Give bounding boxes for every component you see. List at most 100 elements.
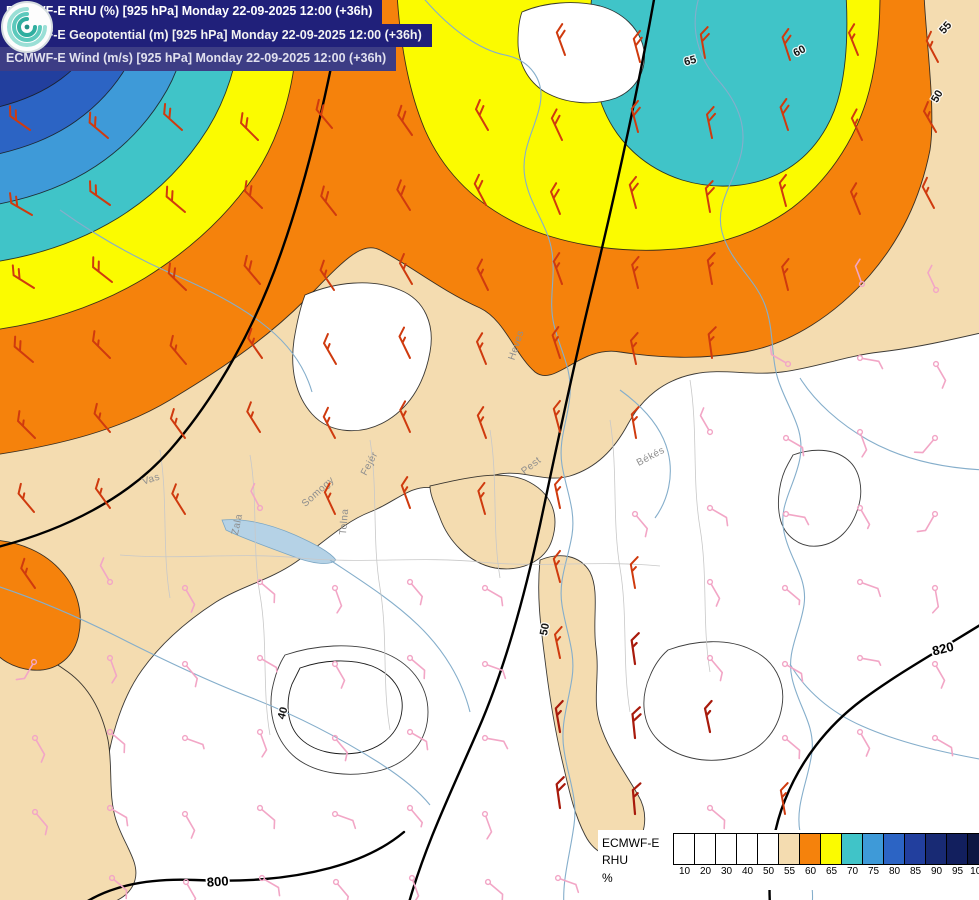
legend-cell: 20 xyxy=(694,833,716,877)
wind-barb xyxy=(913,434,939,454)
wind-barb xyxy=(319,259,335,291)
wind-station-circle xyxy=(31,808,39,816)
wind-barb xyxy=(182,878,197,900)
wind-station-circle xyxy=(931,510,939,518)
wind-barb xyxy=(931,734,954,757)
wind-barb-staff xyxy=(850,182,861,215)
wind-barb xyxy=(181,660,199,688)
legend-value: 80 xyxy=(888,866,901,877)
wind-barb-staff xyxy=(35,739,46,763)
wind-barb xyxy=(781,660,804,683)
wind-station-circle xyxy=(706,654,714,662)
legend-cell: 90 xyxy=(925,833,947,877)
wind-barb xyxy=(171,483,186,515)
admin-border xyxy=(609,419,631,713)
wind-barb-layer xyxy=(9,23,954,900)
river-maros xyxy=(789,663,979,760)
wind-station-circle xyxy=(481,810,489,818)
wind-barb-staff xyxy=(559,878,580,894)
wind-station-circle xyxy=(331,810,339,818)
legend-swatch xyxy=(946,833,968,865)
wind-station-circle xyxy=(856,728,864,736)
wind-barb xyxy=(782,510,810,526)
wind-barb-staff xyxy=(916,515,935,533)
wind-barb xyxy=(932,360,947,389)
wind-barb-staff xyxy=(410,583,424,606)
wind-barb xyxy=(484,878,504,900)
river-sio xyxy=(329,559,471,713)
legend-cell: 60 xyxy=(799,833,821,877)
wind-barb-staff xyxy=(552,399,561,433)
legend-cell: 30 xyxy=(715,833,737,877)
wind-barb xyxy=(31,808,49,836)
wind-barb xyxy=(332,878,350,900)
river-drava xyxy=(0,586,431,806)
wind-barb xyxy=(916,510,939,533)
wind-barb-staff xyxy=(631,782,642,816)
logo-spiral-mid xyxy=(12,12,42,42)
wind-station-circle xyxy=(256,804,264,812)
wind-station-circle xyxy=(856,578,864,586)
wind-barb-staff xyxy=(261,582,276,604)
wind-station-circle xyxy=(931,734,939,742)
wind-barb xyxy=(630,632,640,666)
wind-barb xyxy=(322,406,336,439)
wind-barb-staff xyxy=(552,549,561,583)
county-label: Zala xyxy=(230,513,245,536)
legend-value: 30 xyxy=(720,866,733,877)
logo-spiral-inner xyxy=(17,17,37,37)
wind-barb-staff xyxy=(486,737,509,750)
wind-barb xyxy=(779,97,790,131)
wind-barb xyxy=(17,410,36,439)
wind-barb xyxy=(15,658,38,681)
wind-station-circle xyxy=(481,660,489,668)
wind-barb-staff xyxy=(554,475,563,509)
wind-barb-staff xyxy=(860,733,871,757)
wind-barb xyxy=(550,108,563,141)
wind-barb-staff xyxy=(250,482,260,507)
wind-barb-staff xyxy=(185,665,199,688)
admin-border xyxy=(369,439,391,731)
wind-barb xyxy=(554,475,563,509)
wind-barb-staff xyxy=(11,264,35,289)
wind-barb-staff xyxy=(20,557,36,589)
wind-barb-staff xyxy=(699,26,710,59)
wind-barb-staff xyxy=(185,815,196,839)
wind-station-circle xyxy=(782,434,790,442)
wind-station-circle xyxy=(106,578,114,586)
wind-barb-staff xyxy=(489,882,504,900)
wind-station-circle xyxy=(631,510,639,518)
rh-fill-50-55-sw xyxy=(0,640,137,900)
wind-barb-staff xyxy=(165,185,186,213)
wind-barb xyxy=(246,401,261,433)
wind-barb-staff xyxy=(89,180,111,206)
wind-barb-staff xyxy=(935,665,946,689)
wind-barb xyxy=(481,584,504,607)
admin-border xyxy=(689,379,711,673)
rh-island-east xyxy=(777,449,862,547)
wind-barb-staff xyxy=(704,180,715,213)
wind-station-circle xyxy=(781,734,789,742)
wind-barb-staff xyxy=(335,739,349,762)
legend-swatch xyxy=(736,833,758,865)
wind-station-circle xyxy=(406,578,414,586)
rh-island-south-center xyxy=(270,645,429,775)
wind-barb-staff xyxy=(396,179,411,211)
wind-barb xyxy=(476,258,489,291)
wind-barb xyxy=(396,179,411,211)
wind-barb-staff xyxy=(315,98,333,129)
wind-barb xyxy=(406,578,424,606)
wind-barb xyxy=(406,728,429,751)
wind-barb-staff xyxy=(9,192,33,216)
wind-barb-staff xyxy=(260,733,268,758)
wind-barb xyxy=(554,625,563,659)
wind-barb-staff xyxy=(927,264,936,289)
wind-barb-staff xyxy=(323,333,337,365)
wind-barb xyxy=(94,478,111,509)
wind-barb xyxy=(554,699,564,734)
wind-station-circle xyxy=(181,660,189,668)
wind-barb xyxy=(631,255,640,289)
wind-barb-staff xyxy=(631,255,640,289)
wind-barb xyxy=(88,111,109,139)
